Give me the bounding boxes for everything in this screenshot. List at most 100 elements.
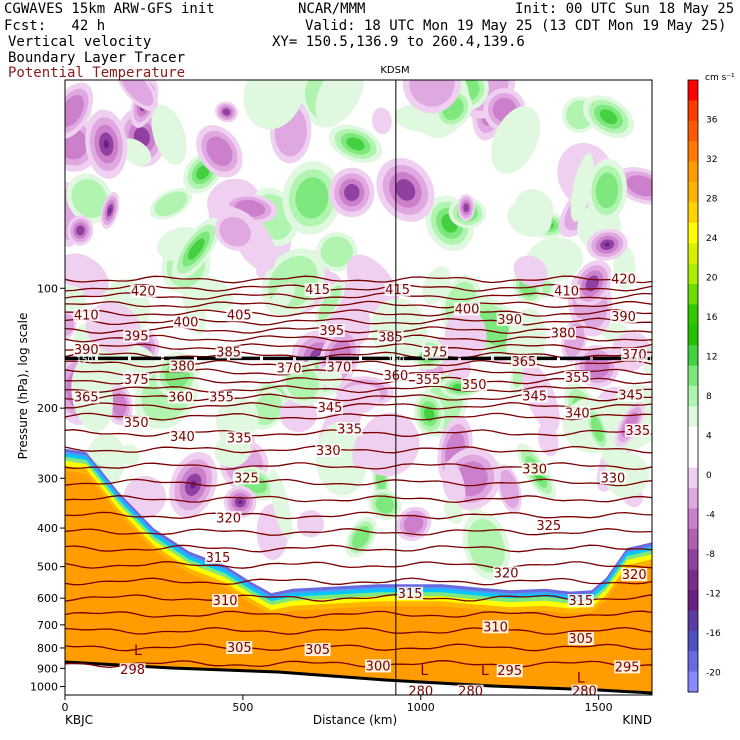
x-tick-label: 1000	[407, 701, 435, 714]
theta-label: 315	[398, 587, 423, 602]
theta-label-bg	[550, 326, 577, 340]
colorbar-tick-label: 0	[706, 471, 712, 481]
tracer-label: L	[577, 671, 585, 687]
theta-contour	[65, 412, 652, 421]
theta-label: 375	[124, 373, 149, 388]
theta-label: 345	[318, 401, 343, 416]
theta-label: 335	[227, 431, 252, 446]
colorbar-tick-label: 20	[706, 273, 718, 283]
colorbar-tick-label: -12	[706, 589, 721, 599]
theta-label: 280	[572, 685, 597, 700]
colorbar-swatch	[688, 161, 698, 183]
velocity-blob	[586, 228, 628, 261]
theta-contour	[65, 478, 652, 487]
velocity-blob	[315, 279, 346, 326]
theta-contour	[65, 376, 652, 385]
tracer-label: L	[481, 663, 489, 679]
y-tick-label: 1000	[30, 681, 58, 694]
terrain-line	[65, 660, 652, 695]
theta-label-bg	[564, 406, 591, 420]
velocity-blob-level	[626, 175, 652, 197]
theta-label: 305	[227, 641, 252, 656]
velocity-blob	[243, 80, 304, 130]
velocity-blob	[457, 194, 475, 222]
colorbar-tick-label: 8	[706, 392, 712, 402]
colorbar-swatch	[688, 222, 698, 244]
theta-label-bg	[205, 550, 231, 564]
theta-label: 330	[600, 471, 625, 486]
theta-label-bg	[535, 518, 562, 532]
velocity-blob-level	[352, 426, 377, 470]
y-axis-ticks: 100 200 300 400 500 600 700 800 900 1000	[30, 282, 65, 694]
colorbar-swatch	[688, 549, 698, 571]
theta-label-bg	[304, 283, 331, 296]
theta-contour	[65, 544, 652, 553]
velocity-blob-level	[513, 188, 554, 231]
velocity-blob-level	[467, 518, 505, 573]
header-line2-right: Valid: 18 UTC Mon 19 May 25 (13 CDT Mon …	[305, 18, 727, 34]
theta-label: 340	[170, 430, 195, 445]
velocity-blob	[123, 475, 167, 519]
theta-label-bg	[621, 568, 648, 582]
theta-label-bg	[461, 378, 488, 392]
theta-label-bg	[169, 359, 196, 373]
header-line3-right: XY= 150.5,136.9 to 260.4,139.6	[272, 34, 525, 50]
theta-label-bg	[624, 423, 651, 437]
colorbar-tick-label: 36	[706, 116, 718, 126]
colorbar-tick-label: -20	[706, 668, 721, 678]
theta-contour	[65, 283, 652, 292]
colorbar-swatch	[688, 284, 698, 305]
velocity-blob	[66, 173, 113, 224]
colorbar-swatch	[688, 508, 698, 530]
colorbar-tick-label: -4	[706, 510, 715, 520]
theta-label-bg	[377, 330, 404, 344]
theta-label: 350	[462, 378, 487, 393]
theta-label: 390	[497, 313, 522, 328]
theta-label: 420	[611, 272, 636, 287]
velocity-blob	[604, 452, 650, 498]
theta-label: 420	[131, 285, 156, 300]
theta-label: 385	[378, 331, 403, 346]
velocity-blob-level	[395, 179, 416, 201]
theta-contour	[65, 610, 652, 619]
theta-label: 280	[408, 685, 433, 700]
theta-label: 325	[234, 471, 259, 486]
theta-label: 330	[522, 462, 547, 477]
velocity-blob-level	[222, 108, 231, 116]
velocity-blob-level	[271, 282, 295, 310]
velocity-blob-level	[346, 137, 365, 151]
y-tick-label: 200	[37, 402, 58, 415]
velocity-blob-level	[196, 165, 210, 180]
x-tick-label: 0	[62, 701, 69, 714]
header-line5-left: Potential Temperature	[8, 65, 186, 81]
theta-contour	[65, 626, 652, 635]
theta-label: 315	[568, 594, 593, 609]
colorbar-swatch	[688, 610, 698, 632]
theta-contour	[65, 445, 652, 454]
theta-contour	[65, 275, 652, 284]
theta-label-bg	[226, 308, 253, 322]
theta-label-bg	[123, 416, 150, 430]
theta-label-bg	[130, 284, 157, 298]
theta-label: 295	[497, 664, 522, 679]
velocity-blob-level	[120, 444, 140, 466]
y-axis-label: Pressure (hPa), log scale	[16, 313, 30, 460]
velocity-blob	[403, 80, 461, 114]
velocity-blob	[282, 161, 342, 235]
colorbar-tick-label: 32	[706, 155, 717, 165]
colorbar-tick-label: 12	[706, 352, 717, 362]
velocity-blob-level	[444, 460, 466, 505]
plot-area: 420 415 415 420 410 400 405 410 400 390 390 380 395 3…	[65, 80, 652, 700]
theta-label-bg	[276, 361, 303, 375]
colorbar-swatch	[688, 243, 698, 265]
theta-label-bg	[384, 283, 411, 296]
colorbar-swatch	[688, 263, 698, 285]
theta-contour	[65, 402, 652, 410]
theta-label-bg	[567, 594, 594, 608]
velocity-blob	[315, 421, 368, 496]
velocity-blob	[582, 95, 635, 139]
theta-label-bg	[169, 429, 196, 443]
velocity-blob-level	[206, 136, 233, 167]
x-axis-ticks: 0 500 1000 1500	[62, 695, 613, 714]
header-line2-left: Fcst: 42 h	[4, 18, 106, 34]
